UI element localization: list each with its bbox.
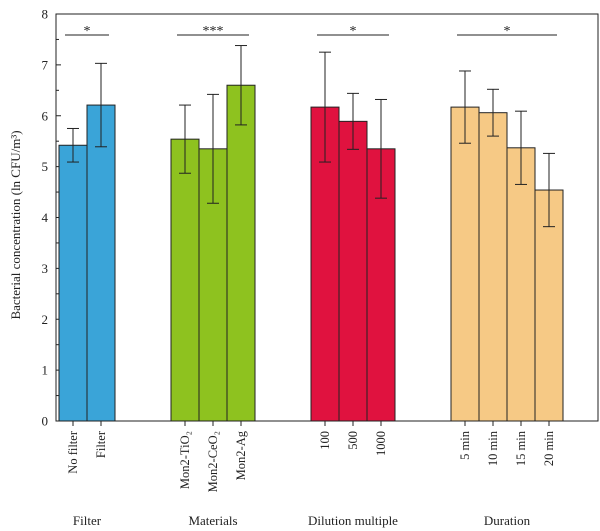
category-label: Mon2-Ag (234, 430, 248, 480)
y-tick-label: 7 (42, 57, 49, 72)
significance-marker: * (84, 24, 91, 39)
y-tick-label: 6 (42, 108, 49, 123)
group-label: Duration (484, 513, 531, 528)
category-label: Mon2-CeO₂ (206, 431, 220, 492)
category-label: 500 (346, 431, 360, 450)
y-tick-label: 0 (42, 414, 49, 429)
category-label: 20 min (542, 430, 556, 466)
bar (506, 147, 536, 422)
category-label: Mon2-TiO₂ (178, 431, 192, 489)
bar (450, 106, 480, 422)
bar (338, 120, 368, 422)
category-label: 1000 (374, 431, 388, 456)
y-tick-label: 5 (42, 159, 49, 174)
y-tick-label: 8 (42, 7, 49, 22)
significance-marker: * (504, 24, 511, 39)
category-label: 15 min (514, 430, 528, 466)
category-label: 10 min (486, 430, 500, 466)
y-tick-label: 1 (42, 363, 49, 378)
bar (86, 104, 116, 422)
group-label: Materials (188, 513, 237, 528)
bar (534, 189, 564, 422)
category-label: Filter (94, 430, 108, 458)
category-label: No filter (66, 430, 80, 474)
group-label: Filter (73, 513, 102, 528)
bar (58, 144, 88, 422)
significance-marker: *** (203, 24, 224, 39)
y-tick-label: 2 (42, 312, 49, 327)
y-tick-label: 4 (42, 210, 49, 225)
category-label: 100 (318, 431, 332, 450)
group-label: Dilution multiple (308, 513, 398, 528)
category-label: 5 min (458, 430, 472, 460)
plot-area: 0 1 2 3 4 5 6 7 8 No filter Filter * Filter Mon2-TiO₂… (42, 7, 599, 528)
bar (170, 138, 200, 422)
bar (478, 112, 508, 422)
significance-marker: * (350, 24, 357, 39)
bar (226, 84, 256, 422)
y-axis-title: Bacterial concentration (ln CFU/m³) (8, 130, 23, 319)
y-tick-label: 3 (42, 261, 49, 276)
